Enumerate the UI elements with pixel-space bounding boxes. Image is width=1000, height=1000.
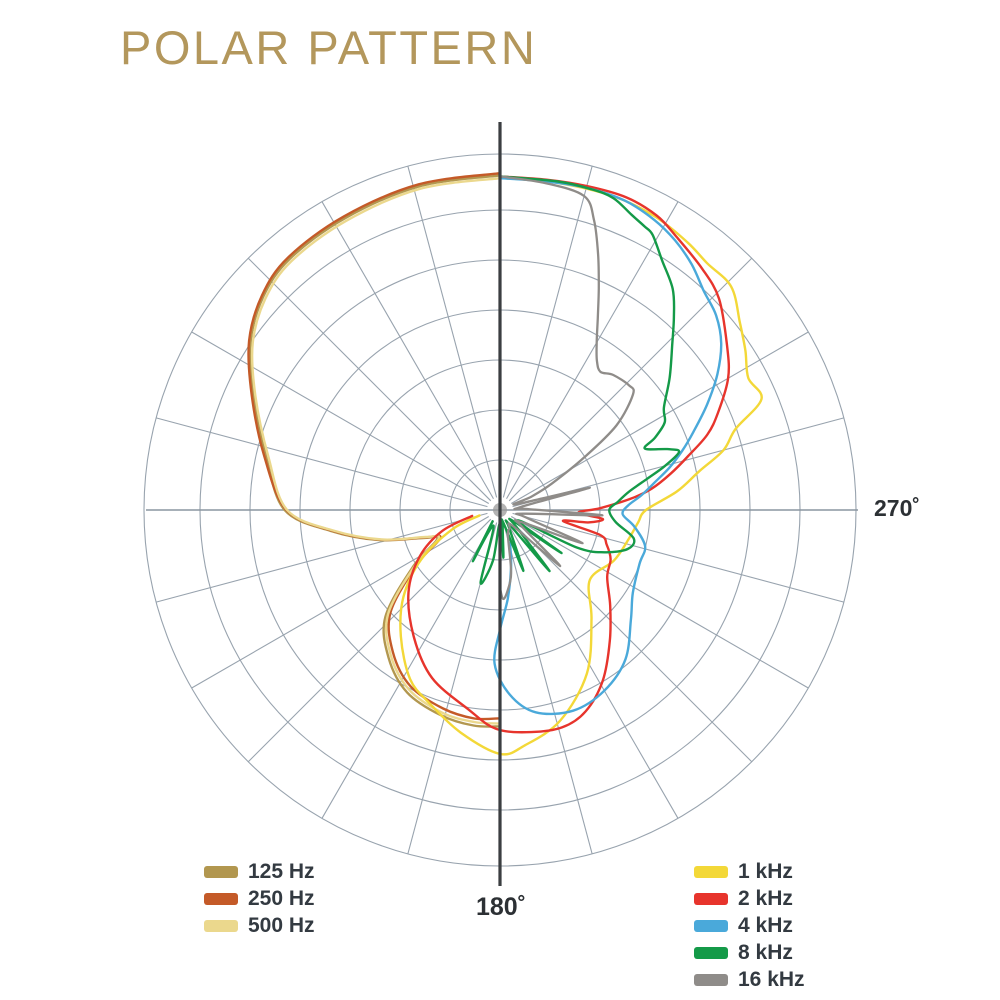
legend-swatch	[204, 866, 238, 878]
legend-label: 250 Hz	[248, 887, 315, 910]
legend-label: 500 Hz	[248, 914, 315, 937]
legend-item: 4 kHz	[694, 915, 805, 937]
axis-label-270: 270˚	[874, 495, 921, 521]
legend-label: 4 kHz	[738, 914, 793, 937]
legend-label: 8 kHz	[738, 941, 793, 964]
series-curve-4khz	[493, 177, 723, 716]
grid-spoke	[512, 512, 845, 603]
grid-spoke	[510, 516, 809, 689]
axis-label-180: 180˚	[476, 893, 527, 921]
grid-spoke	[502, 522, 593, 855]
grid-spoke	[510, 331, 809, 504]
series-curve-2khz	[407, 175, 731, 734]
legend-item: 1 kHz	[694, 861, 805, 883]
legend-label: 125 Hz	[248, 860, 315, 883]
grid-spoke	[321, 201, 494, 500]
grid-spoke	[506, 201, 679, 500]
legend-label: 1 kHz	[738, 860, 793, 883]
legend-swatch	[204, 920, 238, 932]
grid-spoke	[508, 257, 753, 502]
series-curve-8khz	[471, 175, 681, 585]
grid-spoke	[191, 516, 490, 689]
legend-label: 2 kHz	[738, 887, 793, 910]
legend-low-frequencies: 125 Hz 250 Hz 500 Hz	[204, 861, 315, 937]
grid-spoke	[155, 417, 488, 508]
grid-spoke	[247, 518, 492, 763]
series-curve-1khz	[399, 176, 763, 756]
legend-item: 8 kHz	[694, 942, 805, 964]
grid-spoke	[506, 520, 679, 819]
grid-spoke	[508, 518, 753, 763]
legend-high-frequencies: 1 kHz 2 kHz 4 kHz 8 kHz 16 kHz	[694, 861, 805, 991]
grid-spoke	[407, 165, 498, 498]
series-curve-16khz	[498, 175, 635, 601]
grid-spoke	[191, 331, 490, 504]
legend-swatch	[694, 947, 728, 959]
legend-item: 125 Hz	[204, 861, 315, 883]
grid-spoke	[502, 165, 593, 498]
series-curve-250hz	[247, 172, 502, 721]
legend-swatch	[694, 974, 728, 986]
legend-item: 16 kHz	[694, 969, 805, 991]
legend-swatch	[204, 893, 238, 905]
page-title: POLAR PATTERN	[120, 21, 538, 74]
legend-item: 250 Hz	[204, 888, 315, 910]
legend-swatch	[694, 893, 728, 905]
legend-swatch	[694, 866, 728, 878]
legend-swatch	[694, 920, 728, 932]
grid-spoke	[247, 257, 492, 502]
legend-label: 16 kHz	[738, 968, 805, 991]
series-curve-500hz	[250, 177, 502, 725]
legend-item: 2 kHz	[694, 888, 805, 910]
legend-item: 500 Hz	[204, 915, 315, 937]
grid-spoke	[155, 512, 488, 603]
